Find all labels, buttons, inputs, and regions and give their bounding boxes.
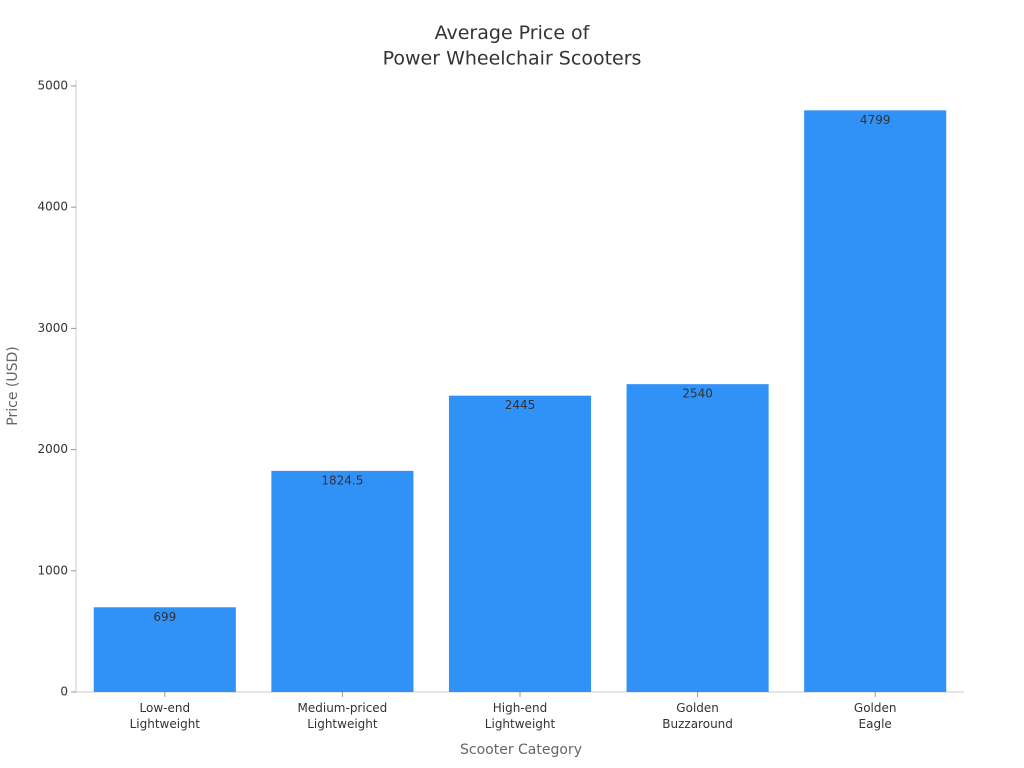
x-tick-label: Golden Eagle — [854, 701, 897, 731]
x-axis-title: Scooter Category — [460, 742, 582, 758]
y-tick-label: 5000 — [37, 79, 68, 93]
value-label: 4799 — [860, 113, 891, 127]
bar — [93, 607, 236, 692]
x-tick-label: Medium-priced Lightweight — [298, 701, 388, 731]
bar — [626, 384, 769, 692]
chart-title: Average Price of Power Wheelchair Scooter… — [383, 22, 642, 70]
bar — [804, 110, 947, 692]
value-label: 1824.5 — [321, 473, 363, 487]
y-tick-label: 3000 — [37, 321, 68, 335]
value-label: 2445 — [505, 398, 536, 412]
bar — [271, 470, 414, 692]
y-tick-label: 4000 — [37, 200, 68, 214]
x-tick-label: High-end Lightweight — [485, 701, 556, 731]
x-tick-label: Low-end Lightweight — [130, 701, 201, 731]
value-label: 2540 — [682, 387, 713, 401]
y-tick-label: 2000 — [37, 442, 68, 456]
bar — [448, 395, 592, 692]
y-tick-label: 0 — [60, 685, 68, 699]
y-axis-title: Price (USD) — [5, 346, 21, 425]
value-label: 699 — [153, 610, 176, 624]
x-tick-label: Golden Buzzaround — [662, 701, 733, 731]
y-tick-label: 1000 — [37, 563, 68, 577]
